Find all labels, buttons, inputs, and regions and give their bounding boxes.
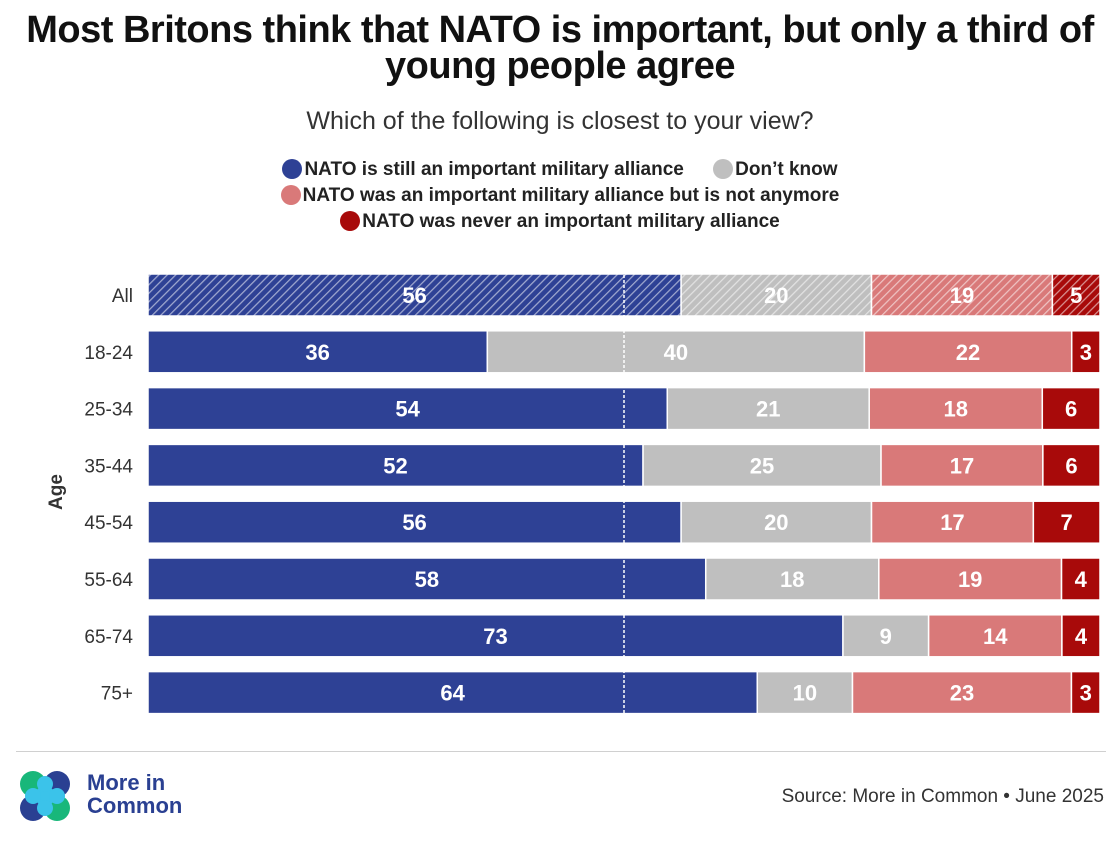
data-label-65-74-series-4: 4 [1075, 624, 1088, 649]
bar-25-34-series-4 [1041, 386, 1101, 431]
data-label-25-34-series-1: 54 [395, 397, 420, 422]
source-note: Source: More in Common • June 2025 [781, 786, 1104, 807]
legend-row-3: NATO was never an important military all… [0, 211, 1120, 233]
legend-item-never: NATO was never an important military all… [340, 211, 780, 233]
data-label-all-series-2: 20 [764, 283, 788, 308]
data-label-35-44-series-1: 52 [383, 453, 407, 478]
stacked-bar-chart: 56 20 19 5 36 40 22 3 54 21 18 6 52 25 17 6 56 20 17 7 58 18 1… [46, 270, 1101, 718]
bar-18-24-series-3 [863, 330, 1073, 374]
legend-item-not-anymore: NATO was an important military alliance … [280, 185, 840, 207]
y-axis-label: Age [46, 474, 67, 510]
data-label-25-34-series-4: 6 [1065, 397, 1077, 422]
bar-45-54-series-3 [870, 500, 1035, 544]
bar-hatch-all-series-1 [148, 274, 682, 316]
bar-75-series-2 [756, 670, 854, 715]
category-label-65-74: 65-74 [84, 627, 133, 648]
data-label-all-series-1: 56 [402, 283, 426, 308]
data-label-18-24-series-2: 40 [664, 340, 688, 365]
bar-18-24-series-4 [1070, 330, 1101, 374]
data-label-18-24-series-1: 36 [305, 340, 329, 365]
data-label-75-series-3: 23 [950, 681, 974, 706]
category-label-55-64: 55-64 [84, 570, 133, 591]
bar-55-64-series-4 [1060, 557, 1101, 601]
category-label-all: All [112, 286, 133, 307]
bar-55-64-series-2 [704, 557, 880, 601]
legend-swatch-dont-know [713, 159, 734, 179]
data-label-45-54-series-3: 17 [940, 510, 964, 535]
bar-18-24-series-1 [147, 330, 489, 374]
data-label-65-74-series-3: 14 [983, 624, 1008, 649]
legend-swatch-important [282, 159, 303, 179]
bar-65-74-series-3 [927, 614, 1063, 658]
legend-label-never: NATO was never an important military all… [362, 211, 780, 232]
legend-swatch-not-anymore [280, 185, 301, 205]
bar-35-44-series-1 [147, 443, 644, 488]
data-label-75-series-2: 10 [793, 681, 817, 706]
legend-row-2: NATO was an important military alliance … [0, 185, 1120, 207]
bar-55-64-series-3 [878, 557, 1063, 601]
legend-item-important: NATO is still an important military alli… [282, 159, 684, 181]
legend-label-important: NATO is still an important military alli… [304, 159, 684, 180]
data-label-18-24-series-3: 22 [956, 340, 980, 365]
data-label-45-54-series-4: 7 [1061, 510, 1073, 535]
data-label-all-series-3: 19 [950, 283, 974, 308]
legend-row-1: NATO is still an important military alli… [0, 159, 1120, 181]
bar-hatch-all-series-2 [681, 274, 872, 316]
legend-swatch-never [340, 211, 361, 231]
bar-35-44-series-2 [642, 443, 882, 488]
category-label-45-54: 45-54 [84, 513, 133, 534]
bar-45-54-series-4 [1032, 500, 1101, 544]
data-label-55-64-series-4: 4 [1075, 567, 1088, 592]
bar-55-64-series-1 [147, 557, 707, 601]
data-label-55-64-series-2: 18 [780, 567, 804, 592]
chart-title: Most Britons think that NATO is importan… [26, 9, 1094, 87]
data-label-35-44-series-2: 25 [750, 453, 774, 478]
bar-75-series-4 [1070, 670, 1101, 715]
data-label-35-44-series-3: 17 [950, 453, 974, 478]
chart-subtitle: Which of the following is closest to you… [306, 107, 814, 135]
data-label-18-24-series-4: 3 [1080, 340, 1092, 365]
data-label-65-74-series-1: 73 [483, 624, 507, 649]
data-label-55-64-series-3: 19 [958, 567, 982, 592]
bar-75-series-1 [147, 670, 759, 715]
bar-45-54-series-1 [147, 500, 682, 544]
bar-18-24-series-2 [486, 330, 866, 374]
category-label-75: 75+ [101, 684, 133, 705]
data-label-45-54-series-1: 56 [402, 510, 426, 535]
brand-name: More in Common [87, 770, 183, 818]
legend-label-dont-know: Don’t know [735, 159, 838, 180]
category-label-35-44: 35-44 [84, 456, 133, 477]
category-label-18-24: 18-24 [84, 343, 133, 364]
data-label-75-series-4: 3 [1080, 681, 1092, 706]
bar-65-74-series-1 [147, 614, 844, 658]
data-label-65-74-series-2: 9 [880, 624, 892, 649]
data-label-35-44-series-4: 6 [1065, 453, 1077, 478]
bar-35-44-series-4 [1042, 443, 1101, 488]
data-label-55-64-series-1: 58 [415, 567, 439, 592]
data-label-45-54-series-2: 20 [764, 510, 788, 535]
bar-75-series-3 [851, 670, 1073, 715]
data-label-25-34-series-2: 21 [756, 397, 780, 422]
legend-item-dont-know: Don’t know [713, 159, 838, 181]
bar-hatch-all-series-3 [871, 274, 1053, 316]
data-label-75-series-1: 64 [440, 681, 465, 706]
category-label-25-34: 25-34 [84, 400, 133, 421]
more-in-common-logo [20, 771, 70, 821]
bar-25-34-series-3 [868, 386, 1044, 431]
bar-65-74-series-4 [1061, 614, 1101, 658]
data-label-all-series-4: 5 [1070, 283, 1082, 308]
bar-45-54-series-2 [680, 500, 873, 544]
bar-hatch-all-series-4 [1052, 274, 1100, 316]
bar-35-44-series-3 [880, 443, 1044, 488]
legend-label-not-anymore: NATO was an important military alliance … [302, 185, 840, 206]
footer-divider [16, 751, 1106, 752]
category-labels-group: All 18-24 25-34 35-44 45-54 55-64 65-74 75+ [84, 286, 133, 705]
bars-group: 56 20 19 5 36 40 22 3 54 21 18 6 52 25 17 6 56 20 17 7 58 18 1… [147, 270, 1101, 718]
data-label-25-34-series-3: 18 [944, 397, 968, 422]
